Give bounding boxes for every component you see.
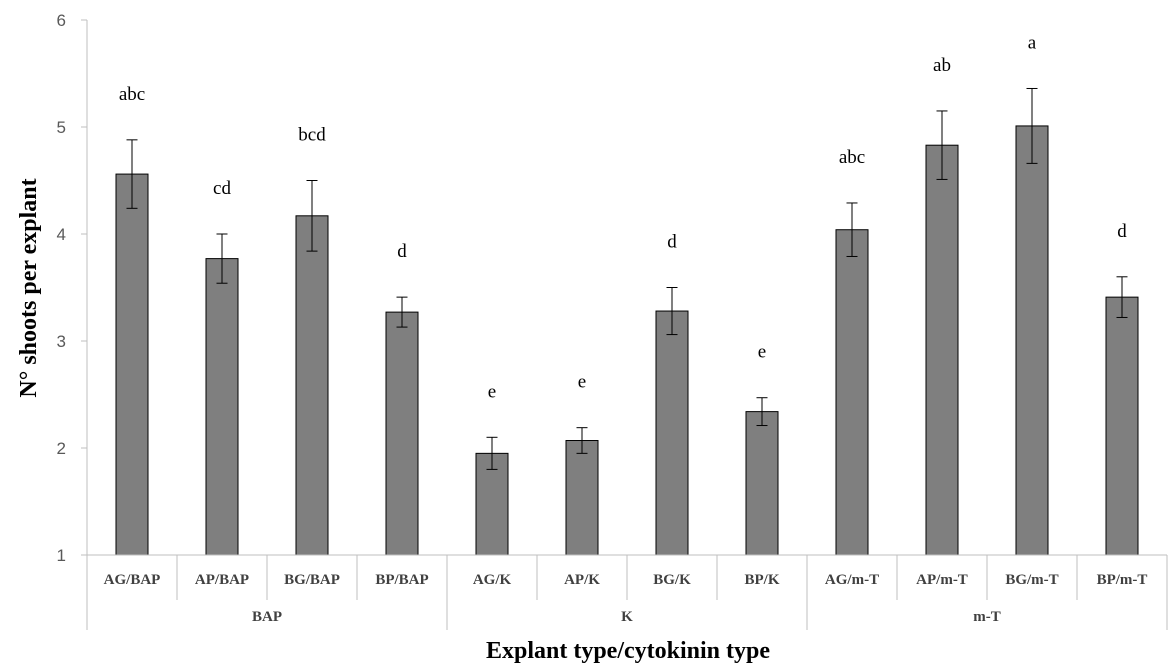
bar bbox=[835, 229, 869, 556]
x-tick-label: BP/BAP bbox=[375, 572, 428, 588]
group-label: m-T bbox=[973, 609, 1001, 625]
significance-label: d bbox=[1117, 221, 1127, 242]
y-tick-label: 2 bbox=[57, 439, 66, 458]
x-axis: AG/BAP AP/BAP BG/BAP BP/BAP AG/K AP/K BG/K BP/K… bbox=[86, 554, 1168, 630]
significance-label: a bbox=[1028, 32, 1037, 53]
x-axis-title: Explant type/cytokinin type bbox=[486, 638, 770, 664]
x-tick-label: BG/K bbox=[653, 572, 691, 588]
x-tick-label: AG/BAP bbox=[104, 572, 161, 588]
bar bbox=[115, 173, 149, 556]
significance-label: d bbox=[667, 232, 677, 253]
significance-label: abc bbox=[839, 147, 865, 168]
y-tick-label: 5 bbox=[57, 118, 66, 137]
x-tick-label: AP/K bbox=[564, 572, 600, 588]
y-tick-label: 6 bbox=[57, 11, 66, 30]
bar bbox=[1105, 296, 1139, 556]
x-tick-label: BP/m-T bbox=[1097, 572, 1148, 588]
significance-label: d bbox=[397, 241, 407, 262]
y-tick-label: 3 bbox=[57, 332, 66, 351]
x-tick-label: BG/m-T bbox=[1005, 572, 1058, 588]
significance-label: bcd bbox=[298, 125, 326, 146]
x-tick-label: AP/m-T bbox=[916, 572, 968, 588]
y-axis-title: N° shoots per explant bbox=[16, 178, 42, 397]
error-bars bbox=[126, 87, 1128, 470]
significance-label: abc bbox=[119, 84, 145, 105]
bar bbox=[1015, 125, 1049, 556]
significance-label: ab bbox=[933, 55, 951, 76]
bar bbox=[655, 310, 689, 556]
bar bbox=[925, 144, 959, 556]
x-tick-label: AP/BAP bbox=[195, 572, 249, 588]
bars bbox=[115, 125, 1139, 556]
significance-label: cd bbox=[213, 178, 231, 199]
significance-label: e bbox=[578, 372, 586, 393]
bar bbox=[295, 215, 329, 556]
significance-labels: abc cd bcd d e e d e abc ab a d bbox=[119, 32, 1127, 402]
bar bbox=[205, 258, 239, 556]
bar bbox=[565, 440, 599, 556]
group-label: BAP bbox=[252, 609, 282, 625]
bar bbox=[385, 311, 419, 556]
y-tick-label: 4 bbox=[57, 225, 66, 244]
x-tick-label: AG/K bbox=[473, 572, 512, 588]
significance-label: e bbox=[758, 342, 766, 363]
bar bbox=[745, 411, 779, 556]
y-tick-label: 1 bbox=[57, 546, 66, 565]
x-tick-label: BP/K bbox=[744, 572, 779, 588]
x-tick-label: AG/m-T bbox=[825, 572, 879, 588]
significance-label: e bbox=[488, 381, 496, 402]
group-label: K bbox=[621, 609, 633, 625]
x-tick-label: BG/BAP bbox=[284, 572, 340, 588]
y-axis-ticks: 1 2 3 4 5 6 bbox=[57, 11, 88, 565]
